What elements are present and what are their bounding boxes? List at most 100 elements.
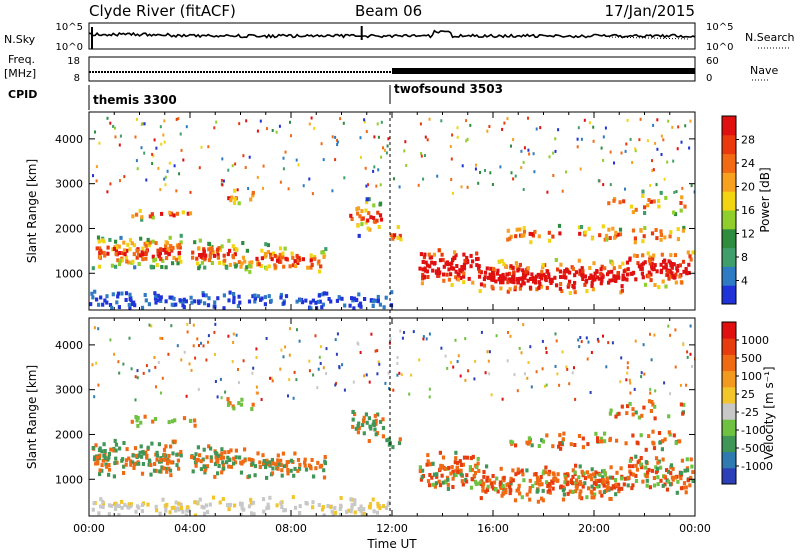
range-gate-cell <box>491 474 495 478</box>
range-gate-cell <box>664 284 668 289</box>
range-gate-cell <box>448 262 452 267</box>
range-gate-cell <box>447 465 451 470</box>
range-gate-cell <box>280 505 284 509</box>
range-gate-cell <box>240 261 244 266</box>
range-gate-cell <box>277 462 281 467</box>
range-gate-cell <box>387 437 391 442</box>
range-gate-cell <box>653 404 657 409</box>
range-gate-cell <box>627 464 632 469</box>
range-gate-cell <box>270 471 275 476</box>
range-gate-cell <box>473 377 476 381</box>
range-gate-cell <box>136 369 139 373</box>
range-gate-cell <box>596 337 599 341</box>
range-gate-cell <box>118 251 122 255</box>
range-gate-cell <box>449 360 452 364</box>
range-gate-cell <box>577 338 580 342</box>
range-gate-cell <box>487 359 490 363</box>
range-gate-cell <box>244 166 247 169</box>
range-gate-cell <box>455 465 459 470</box>
range-gate-cell <box>436 267 441 272</box>
range-gate-cell <box>466 137 469 141</box>
range-gate-cell <box>489 171 492 175</box>
range-gate-cell <box>634 339 637 343</box>
range-gate-cell <box>451 485 455 489</box>
range-gate-cell <box>521 268 525 273</box>
range-gate-cell <box>166 247 170 251</box>
range-gate-cell <box>134 135 137 139</box>
range-gate-cell <box>174 500 178 505</box>
range-gate-cell <box>279 367 282 371</box>
range-gate-cell <box>438 466 442 471</box>
range-gate-cell <box>232 295 236 300</box>
range-gate-cell <box>655 269 659 274</box>
range-gate-cell <box>351 417 355 422</box>
range-gate-cell <box>376 412 380 417</box>
range-gate-cell <box>626 483 630 488</box>
range-gate-cell <box>354 426 358 431</box>
range-gate-cell <box>621 261 625 266</box>
range-gate-cell <box>691 479 695 483</box>
range-gate-cell <box>359 351 362 354</box>
range-gate-cell <box>144 450 148 455</box>
range-gate-cell <box>229 464 233 469</box>
range-gate-cell <box>138 208 142 213</box>
range-gate-cell <box>438 258 443 263</box>
range-gate-cell <box>552 151 555 155</box>
range-gate-cell <box>578 345 581 349</box>
range-gate-cell <box>97 302 101 307</box>
range-gate-cell <box>587 340 590 344</box>
colorbar-swatch <box>722 419 736 436</box>
range-gate-cell <box>631 433 635 438</box>
range-gate-cell <box>454 456 458 461</box>
range-gate-cell <box>123 252 127 257</box>
range-gate-cell <box>361 216 365 221</box>
range-gate-cell <box>601 224 605 229</box>
range-gate-cell <box>216 252 220 257</box>
colorbar-tick-label: 16 <box>741 204 755 217</box>
range-gate-cell <box>482 283 487 288</box>
range-gate-cell <box>513 373 516 377</box>
range-gate-cell <box>264 465 268 470</box>
range-gate-cell <box>579 336 582 339</box>
range-gate-cell <box>608 411 612 416</box>
range-gate-cell <box>590 495 594 500</box>
range-gate-cell <box>382 305 386 310</box>
range-gate-cell <box>167 420 171 425</box>
range-gate-cell <box>184 513 188 516</box>
range-gate-cell <box>218 500 222 505</box>
range-gate-cell <box>255 347 258 351</box>
range-gate-cell <box>629 137 632 141</box>
range-gate-cell <box>286 467 290 472</box>
range-gate-cell <box>159 458 163 463</box>
range-gate-cell <box>253 464 257 469</box>
range-gate-cell <box>102 442 106 447</box>
range-gate-cell <box>227 450 231 454</box>
range-gate-cell <box>260 256 264 261</box>
range-gate-cell <box>597 479 601 483</box>
range-gate-cell <box>130 367 133 371</box>
range-gate-cell <box>223 258 227 263</box>
range-gate-cell <box>135 255 139 260</box>
range-gate-cell <box>641 194 645 198</box>
range-gate-cell <box>173 439 177 444</box>
range-gate-cell <box>580 496 584 501</box>
range-gate-cell <box>618 264 622 269</box>
range-gate-cell <box>261 453 265 458</box>
range-gate-cell <box>203 256 207 261</box>
range-gate-cell <box>162 466 166 471</box>
range-gate-cell <box>150 324 153 328</box>
range-gate-cell <box>123 175 126 179</box>
x-tick-label: 00:00 <box>679 522 711 535</box>
range-gate-cell <box>687 262 691 267</box>
range-gate-cell <box>678 274 682 279</box>
range-gate-cell <box>135 418 139 423</box>
range-gate-cell <box>454 473 458 478</box>
range-gate-cell <box>445 272 449 277</box>
range-gate-cell <box>428 473 432 477</box>
range-gate-cell <box>590 283 594 288</box>
range-gate-cell <box>162 248 166 252</box>
nsky-label: N.Sky <box>4 33 36 46</box>
range-gate-cell <box>125 259 129 264</box>
range-gate-cell <box>128 336 131 340</box>
range-gate-cell <box>610 269 614 274</box>
